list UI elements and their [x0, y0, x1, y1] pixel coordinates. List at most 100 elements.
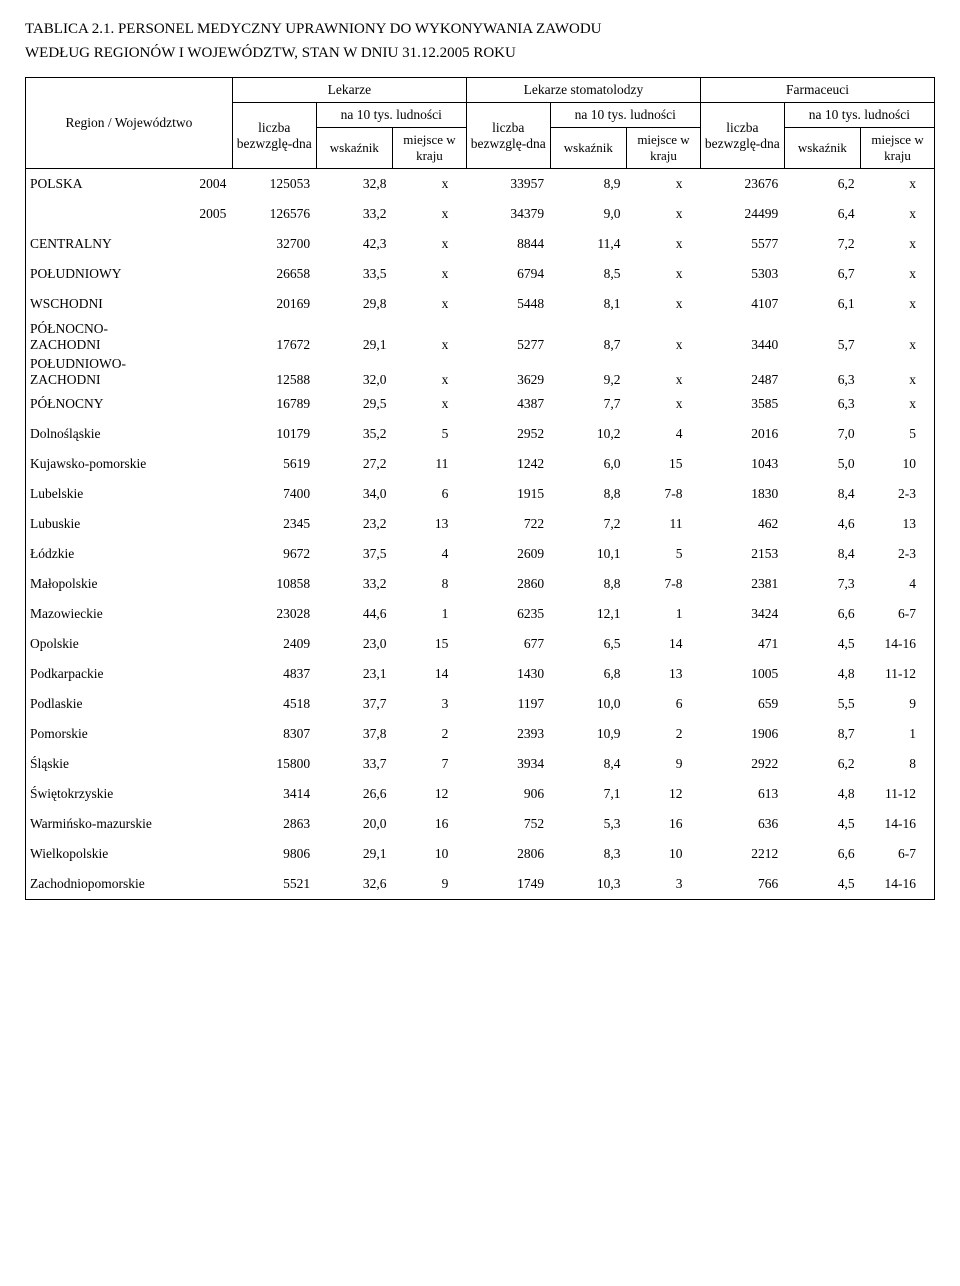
cell: x: [627, 389, 701, 419]
table-row: Zachodniopomorskie552132,69174910,337664…: [26, 869, 935, 900]
row-label: CENTRALNY: [26, 229, 233, 259]
cell: x: [393, 319, 467, 354]
cell: 10179: [232, 419, 316, 449]
row-year: 2005: [199, 206, 226, 222]
cell: 23676: [700, 169, 784, 200]
cell: 8,4: [550, 749, 626, 779]
cell: 2393: [466, 719, 550, 749]
cell: 15: [627, 449, 701, 479]
cell: 1830: [700, 479, 784, 509]
cell: 10,2: [550, 419, 626, 449]
cell: 5619: [232, 449, 316, 479]
cell: x: [393, 169, 467, 200]
cell: 32,8: [316, 169, 392, 200]
cell: 11,4: [550, 229, 626, 259]
cell: 2487: [700, 354, 784, 389]
row-label: Mazowieckie: [26, 599, 233, 629]
cell: 8,5: [550, 259, 626, 289]
cell: 7,7: [550, 389, 626, 419]
cell: x: [393, 354, 467, 389]
cell: 11-12: [861, 659, 935, 689]
cell: 5577: [700, 229, 784, 259]
cell: 8,8: [550, 479, 626, 509]
table-row: Łódzkie967237,54260910,1521538,42-3: [26, 539, 935, 569]
row-label: POŁUDNIOWY: [26, 259, 233, 289]
cell: 4: [627, 419, 701, 449]
cell: x: [861, 199, 935, 229]
cell: 8,4: [784, 479, 860, 509]
cell: x: [861, 229, 935, 259]
row-label: Podlaskie: [26, 689, 233, 719]
cell: 6-7: [861, 839, 935, 869]
table-row: CENTRALNY3270042,3x884411,4x55777,2x: [26, 229, 935, 259]
header-na10-1: na 10 tys. ludności: [550, 103, 700, 128]
row-label: POŁUDNIOWO-ZACHODNI: [26, 354, 233, 389]
row-label: Dolnośląskie: [26, 419, 233, 449]
table-row: Wielkopolskie980629,11028068,31022126,66…: [26, 839, 935, 869]
cell: 16789: [232, 389, 316, 419]
cell: 7: [393, 749, 467, 779]
row-label: PÓŁNOCNO-ZACHODNI: [26, 319, 233, 354]
header-liczba-1: liczba bezwzglę-dna: [466, 103, 550, 169]
cell: 9: [861, 689, 935, 719]
header-group-0: Lekarze: [232, 78, 466, 103]
row-label: POLSKA2004: [26, 169, 233, 200]
cell: 9: [627, 749, 701, 779]
cell: 32,0: [316, 354, 392, 389]
table-row: Podlaskie451837,73119710,066595,59: [26, 689, 935, 719]
cell: 6,6: [784, 839, 860, 869]
cell: 6,2: [784, 169, 860, 200]
cell: 1915: [466, 479, 550, 509]
cell: 12: [393, 779, 467, 809]
cell: 13: [627, 659, 701, 689]
cell: x: [627, 229, 701, 259]
cell: 5448: [466, 289, 550, 319]
cell: 5521: [232, 869, 316, 900]
cell: 766: [700, 869, 784, 900]
cell: 6,7: [784, 259, 860, 289]
cell: 3629: [466, 354, 550, 389]
cell: x: [861, 354, 935, 389]
cell: 1043: [700, 449, 784, 479]
cell: 33,7: [316, 749, 392, 779]
cell: 4387: [466, 389, 550, 419]
cell: 13: [393, 509, 467, 539]
cell: x: [393, 289, 467, 319]
cell: 29,1: [316, 839, 392, 869]
cell: 10,0: [550, 689, 626, 719]
cell: 2-3: [861, 539, 935, 569]
cell: x: [627, 289, 701, 319]
cell: 5,5: [784, 689, 860, 719]
header-mie-0: miejsce w kraju: [393, 128, 467, 169]
cell: 29,1: [316, 319, 392, 354]
table-row: Lubuskie234523,2137227,2114624,613: [26, 509, 935, 539]
cell: 8,1: [550, 289, 626, 319]
cell: 13: [861, 509, 935, 539]
cell: 8: [393, 569, 467, 599]
header-region: Region / Województwo: [26, 78, 233, 169]
cell: x: [393, 389, 467, 419]
cell: 29,8: [316, 289, 392, 319]
table-title-line2: WEDŁUG REGIONÓW I WOJEWÓDZTW, STAN W DNI…: [25, 44, 935, 64]
cell: 37,8: [316, 719, 392, 749]
cell: 1749: [466, 869, 550, 900]
cell: 10: [627, 839, 701, 869]
cell: 2212: [700, 839, 784, 869]
table-row: 200512657633,2x343799,0x244996,4x: [26, 199, 935, 229]
cell: 8844: [466, 229, 550, 259]
row-label: Zachodniopomorskie: [26, 869, 233, 900]
cell: x: [393, 259, 467, 289]
cell: 10858: [232, 569, 316, 599]
cell: 23,2: [316, 509, 392, 539]
cell: 1: [393, 599, 467, 629]
cell: 27,2: [316, 449, 392, 479]
header-wsk-1: wskaźnik: [550, 128, 626, 169]
table-row: PÓŁNOCNO-ZACHODNI1767229,1x52778,7x34405…: [26, 319, 935, 354]
cell: 6,3: [784, 354, 860, 389]
cell: 6794: [466, 259, 550, 289]
cell: x: [861, 389, 935, 419]
cell: 11-12: [861, 779, 935, 809]
table-row: Opolskie240923,0156776,5144714,514-16: [26, 629, 935, 659]
cell: 636: [700, 809, 784, 839]
cell: 34,0: [316, 479, 392, 509]
